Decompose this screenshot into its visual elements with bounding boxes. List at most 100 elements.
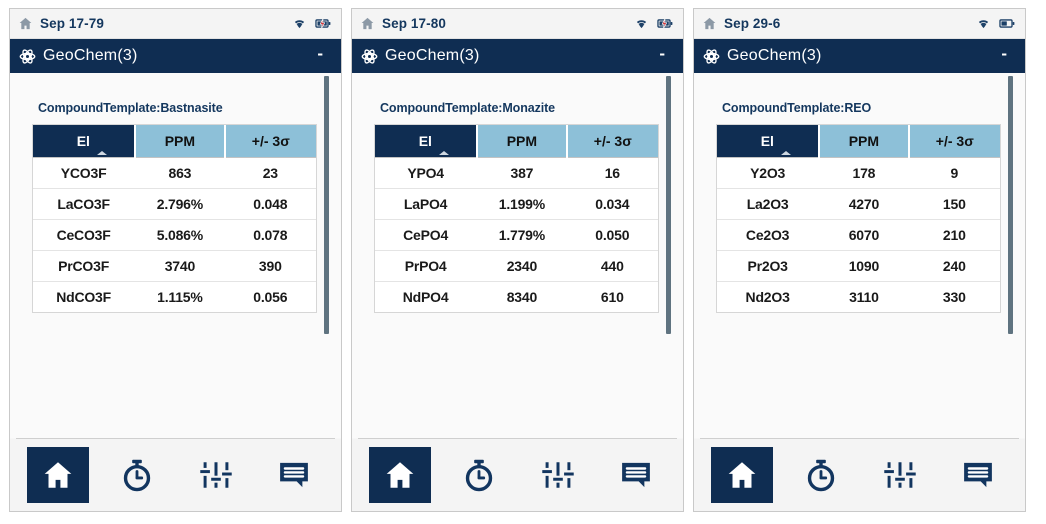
nav-home-button[interactable] xyxy=(27,447,90,503)
atom-icon xyxy=(703,48,720,65)
nav-home-button[interactable] xyxy=(711,447,774,503)
column-header-element[interactable]: El xyxy=(33,125,136,158)
wifi-icon[interactable] xyxy=(976,16,991,31)
status-date-label: Sep 17-79 xyxy=(40,16,104,31)
column-header-ppm[interactable]: PPM xyxy=(476,125,569,158)
table-row[interactable]: PrCO3F 3740 390 xyxy=(33,250,316,282)
results-table-container: El PPM +/- 3σ YCO3F 863 23 LaCO3F 2.796% 0.048 Ce… xyxy=(32,124,317,313)
home-icon xyxy=(702,16,717,31)
scrollbar-thumb[interactable] xyxy=(324,76,329,334)
table-header-row: El PPM +/- 3σ xyxy=(717,125,1000,158)
device-panel-2: Sep 17-80 GeoChem(3) - CompoundTemplate:Mon… xyxy=(351,8,684,512)
table-row[interactable]: NdCO3F 1.115% 0.056 xyxy=(33,281,316,312)
results-table-container: El PPM +/- 3σ Y2O3 178 9 La2O3 4270 150 Ce2O3 6070… xyxy=(716,124,1001,313)
minimize-button[interactable]: - xyxy=(317,43,323,63)
compound-template-label: CompoundTemplate:Monazite xyxy=(380,101,556,115)
home-icon xyxy=(360,16,375,31)
table-row[interactable]: Pr2O3 1090 240 xyxy=(717,250,1000,282)
nav-sliders-button[interactable] xyxy=(870,448,930,502)
nav-home-button[interactable] xyxy=(369,447,432,503)
table-row[interactable]: PrPO4 2340 440 xyxy=(375,250,658,282)
battery-charging-icon[interactable] xyxy=(657,17,673,30)
column-header-sigma[interactable]: +/- 3σ xyxy=(909,125,1000,158)
nav-sliders-button[interactable] xyxy=(186,448,246,502)
nav-stopwatch-button[interactable] xyxy=(791,448,851,502)
column-header-element[interactable]: El xyxy=(375,125,478,158)
scrollbar-track[interactable] xyxy=(1008,73,1020,438)
table-row[interactable]: CeCO3F 5.086% 0.078 xyxy=(33,219,316,251)
cell-ppm: 863 xyxy=(134,157,226,189)
cell-element: LaCO3F xyxy=(33,188,135,220)
cell-ppm: 1090 xyxy=(818,250,910,282)
nav-stopwatch-button[interactable] xyxy=(107,448,167,502)
wifi-icon[interactable] xyxy=(634,16,649,31)
minimize-button[interactable]: - xyxy=(1001,43,1007,63)
home-icon xyxy=(41,458,75,492)
results-table-container: El PPM +/- 3σ YPO4 387 16 LaPO4 1.199% 0.034 CePO… xyxy=(374,124,659,313)
column-header-ppm-label: PPM xyxy=(164,133,196,149)
table-row[interactable]: YPO4 387 16 xyxy=(375,157,658,189)
table-row[interactable]: Ce2O3 6070 210 xyxy=(717,219,1000,251)
cell-ppm: 2340 xyxy=(476,250,568,282)
cell-sigma: 23 xyxy=(225,157,316,189)
cell-ppm: 1.199% xyxy=(476,188,568,220)
cell-ppm: 5.086% xyxy=(134,219,226,251)
minimize-button[interactable]: - xyxy=(659,43,665,63)
cell-ppm: 1.115% xyxy=(134,281,226,312)
column-header-sigma-label: +/- 3σ xyxy=(251,133,290,149)
column-header-ppm[interactable]: PPM xyxy=(134,125,227,158)
table-row[interactable]: LaCO3F 2.796% 0.048 xyxy=(33,188,316,220)
content-area: CompoundTemplate:REO El PPM +/- 3σ Y2O3 178 9 L… xyxy=(694,73,1025,438)
battery-charging-icon[interactable] xyxy=(315,17,331,30)
cell-sigma: 0.056 xyxy=(225,281,316,312)
cell-element: NdCO3F xyxy=(33,281,135,312)
table-header-row: El PPM +/- 3σ xyxy=(375,125,658,158)
cell-ppm: 178 xyxy=(818,157,910,189)
message-icon xyxy=(619,458,653,492)
nav-message-button[interactable] xyxy=(606,448,666,502)
table-row[interactable]: CePO4 1.779% 0.050 xyxy=(375,219,658,251)
table-row[interactable]: LaPO4 1.199% 0.034 xyxy=(375,188,658,220)
table-row[interactable]: YCO3F 863 23 xyxy=(33,157,316,189)
table-row[interactable]: Nd2O3 3110 330 xyxy=(717,281,1000,312)
cell-element: NdPO4 xyxy=(375,281,477,312)
results-table: El PPM +/- 3σ YPO4 387 16 LaPO4 1.199% 0.034 CePO… xyxy=(375,125,658,312)
home-icon xyxy=(18,16,33,31)
nav-message-button[interactable] xyxy=(264,448,324,502)
stopwatch-icon xyxy=(804,458,838,492)
cell-sigma: 0.050 xyxy=(567,219,658,251)
nav-stopwatch-button[interactable] xyxy=(449,448,509,502)
table-row[interactable]: Y2O3 178 9 xyxy=(717,157,1000,189)
column-header-element[interactable]: El xyxy=(717,125,820,158)
scrollbar-track[interactable] xyxy=(666,73,678,438)
column-header-sigma-label: +/- 3σ xyxy=(935,133,974,149)
cell-element: Y2O3 xyxy=(717,157,819,189)
nav-message-button[interactable] xyxy=(948,448,1008,502)
nav-divider xyxy=(16,438,335,439)
table-row[interactable]: NdPO4 8340 610 xyxy=(375,281,658,312)
table-header-row: El PPM +/- 3σ xyxy=(33,125,316,158)
cell-ppm: 8340 xyxy=(476,281,568,312)
battery-icon[interactable] xyxy=(999,17,1015,30)
message-icon xyxy=(961,458,995,492)
column-header-element-label: El xyxy=(418,133,432,149)
device-panel-1: Sep 17-79 GeoChem(3) - CompoundTemplate:Bas… xyxy=(9,8,342,512)
scrollbar-thumb[interactable] xyxy=(1008,76,1013,334)
column-header-ppm[interactable]: PPM xyxy=(818,125,911,158)
device-panel-3: Sep 29-6 GeoChem(3) - CompoundTemplate:REO E… xyxy=(693,8,1026,512)
cell-sigma: 210 xyxy=(909,219,1000,251)
cell-sigma: 330 xyxy=(909,281,1000,312)
table-row[interactable]: La2O3 4270 150 xyxy=(717,188,1000,220)
cell-ppm: 2.796% xyxy=(134,188,226,220)
cell-ppm: 6070 xyxy=(818,219,910,251)
column-header-sigma[interactable]: +/- 3σ xyxy=(567,125,658,158)
home-icon xyxy=(725,458,759,492)
wifi-icon[interactable] xyxy=(292,16,307,31)
atom-icon xyxy=(361,48,378,65)
column-header-sigma[interactable]: +/- 3σ xyxy=(225,125,316,158)
stopwatch-icon xyxy=(462,458,496,492)
cell-sigma: 16 xyxy=(567,157,658,189)
nav-sliders-button[interactable] xyxy=(528,448,588,502)
scrollbar-thumb[interactable] xyxy=(666,76,671,334)
scrollbar-track[interactable] xyxy=(324,73,336,438)
